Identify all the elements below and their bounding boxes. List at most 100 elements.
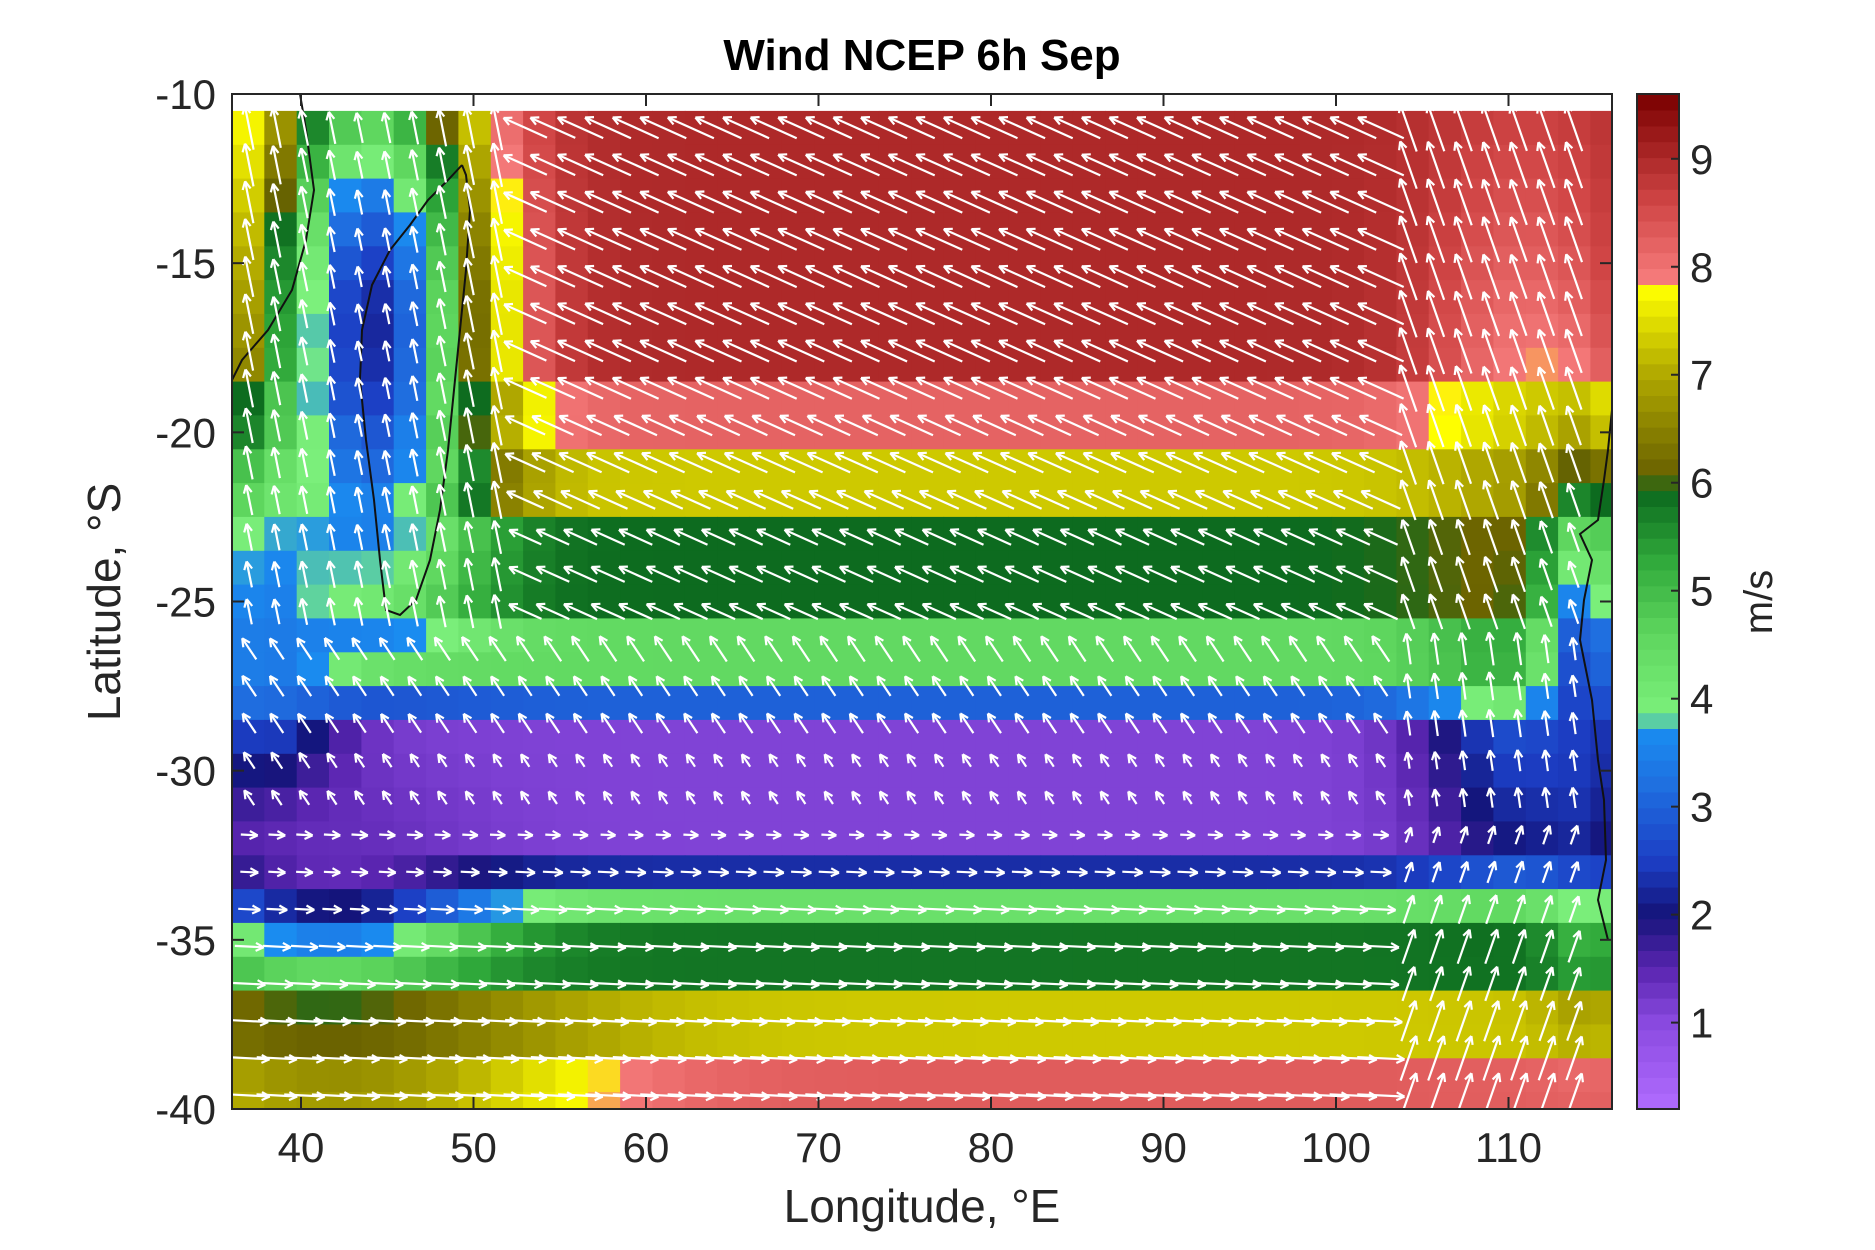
- speed-cell: [1396, 686, 1430, 721]
- wind-arrow: [832, 227, 880, 251]
- wind-arrow: [408, 263, 419, 290]
- x-tick-label: 110: [1475, 1124, 1542, 1171]
- speed-cell: [587, 821, 621, 856]
- speed-cell: [458, 550, 492, 586]
- speed-cell: [943, 110, 977, 146]
- wind-arrow: [860, 264, 908, 289]
- wind-arrow: [1053, 264, 1101, 289]
- speed-cell: [1493, 246, 1527, 281]
- speed-cell: [749, 415, 783, 450]
- speed-cell: [975, 584, 1009, 619]
- wind-arrow: [270, 296, 282, 332]
- wind-arrow: [1163, 302, 1212, 326]
- speed-cell: [555, 1024, 589, 1059]
- speed-cell: [975, 1024, 1009, 1059]
- speed-cell: [1008, 381, 1042, 416]
- wind-arrow: [1163, 116, 1212, 140]
- speed-cell: [1008, 449, 1042, 484]
- speed-cell: [1008, 246, 1042, 281]
- speed-cell: [490, 956, 524, 992]
- speed-cell: [555, 381, 589, 416]
- speed-cell: [620, 449, 653, 484]
- wind-arrow: [1274, 376, 1322, 400]
- wind-arrow: [639, 376, 687, 400]
- colorbar-tick-label: 2: [1690, 892, 1713, 939]
- speed-cell: [1072, 516, 1106, 552]
- speed-cell: [1396, 753, 1430, 789]
- speed-cell: [490, 1058, 524, 1093]
- wind-arrow: [556, 302, 604, 326]
- colorbar-step: [1637, 601, 1679, 618]
- wind-arrow: [556, 190, 604, 214]
- speed-cell: [1234, 584, 1268, 619]
- speed-cell: [1234, 821, 1268, 856]
- wind-arrow: [777, 190, 825, 214]
- wind-arrow: [1301, 227, 1350, 251]
- colorbar-tick-label: 5: [1690, 568, 1713, 615]
- wind-arrow: [584, 264, 632, 289]
- speed-cell: [458, 1024, 492, 1059]
- speed-cell: [652, 483, 686, 518]
- wind-arrow: [1425, 103, 1446, 152]
- speed-cell: [878, 889, 912, 924]
- speed-cell: [1428, 246, 1462, 281]
- speed-cell: [749, 246, 783, 281]
- wind-arrow: [1425, 290, 1446, 338]
- wind-arrow: [1025, 339, 1074, 363]
- speed-cell: [1202, 313, 1236, 349]
- speed-cell: [749, 483, 783, 518]
- speed-cell: [361, 956, 395, 992]
- wind-arrow: [556, 227, 604, 251]
- speed-cell: [232, 652, 265, 687]
- speed-cell: [1590, 618, 1612, 653]
- wind-arrow: [326, 226, 336, 253]
- speed-cell: [1105, 787, 1139, 822]
- speed-cell: [847, 1126, 880, 1160]
- speed-cell: [490, 719, 524, 755]
- wind-arrow: [915, 190, 963, 214]
- speed-cell: [1234, 618, 1268, 653]
- wind-arrow: [408, 412, 419, 439]
- speed-cell: [1105, 381, 1139, 416]
- colorbar-step: [1637, 268, 1679, 285]
- colorbar-step: [1637, 680, 1679, 698]
- colorbar-step: [1637, 189, 1679, 206]
- wind-arrow: [804, 153, 853, 177]
- speed-cell: [1234, 956, 1268, 992]
- wind-arrow: [1480, 103, 1501, 152]
- wind-arrow: [1453, 253, 1473, 300]
- wind-arrow: [325, 111, 337, 145]
- wind-arrow: [611, 190, 660, 214]
- wind-arrow: [381, 150, 392, 180]
- speed-cell: [1299, 922, 1333, 958]
- wind-arrow: [326, 338, 337, 363]
- colorbar-step: [1637, 458, 1679, 476]
- wind-arrow: [942, 302, 991, 326]
- speed-cell: [1234, 415, 1268, 450]
- speed-cell: [717, 652, 751, 687]
- speed-cell: [329, 347, 362, 383]
- speed-cell: [361, 1024, 395, 1059]
- colorbar-step: [1637, 617, 1679, 634]
- speed-cell: [1428, 381, 1462, 416]
- speed-cell: [1364, 652, 1397, 687]
- speed-cell: [1234, 347, 1268, 383]
- wind-arrow: [1425, 327, 1446, 375]
- speed-cell: [1590, 686, 1612, 721]
- speed-cell: [587, 415, 621, 450]
- speed-cell: [943, 550, 977, 586]
- wind-arrow: [354, 303, 364, 325]
- speed-cell: [620, 584, 653, 619]
- speed-cell: [620, 246, 653, 281]
- speed-cell: [393, 212, 427, 247]
- speed-cell: [1396, 855, 1430, 890]
- speed-cell: [296, 313, 330, 349]
- speed-cell: [361, 449, 395, 484]
- speed-cell: [1331, 110, 1365, 146]
- speed-cell: [1396, 821, 1430, 856]
- speed-cell: [264, 246, 298, 281]
- speed-cell: [1170, 652, 1203, 687]
- wind-arrow: [381, 340, 392, 362]
- speed-cell: [1170, 821, 1203, 856]
- speed-cell: [264, 753, 298, 789]
